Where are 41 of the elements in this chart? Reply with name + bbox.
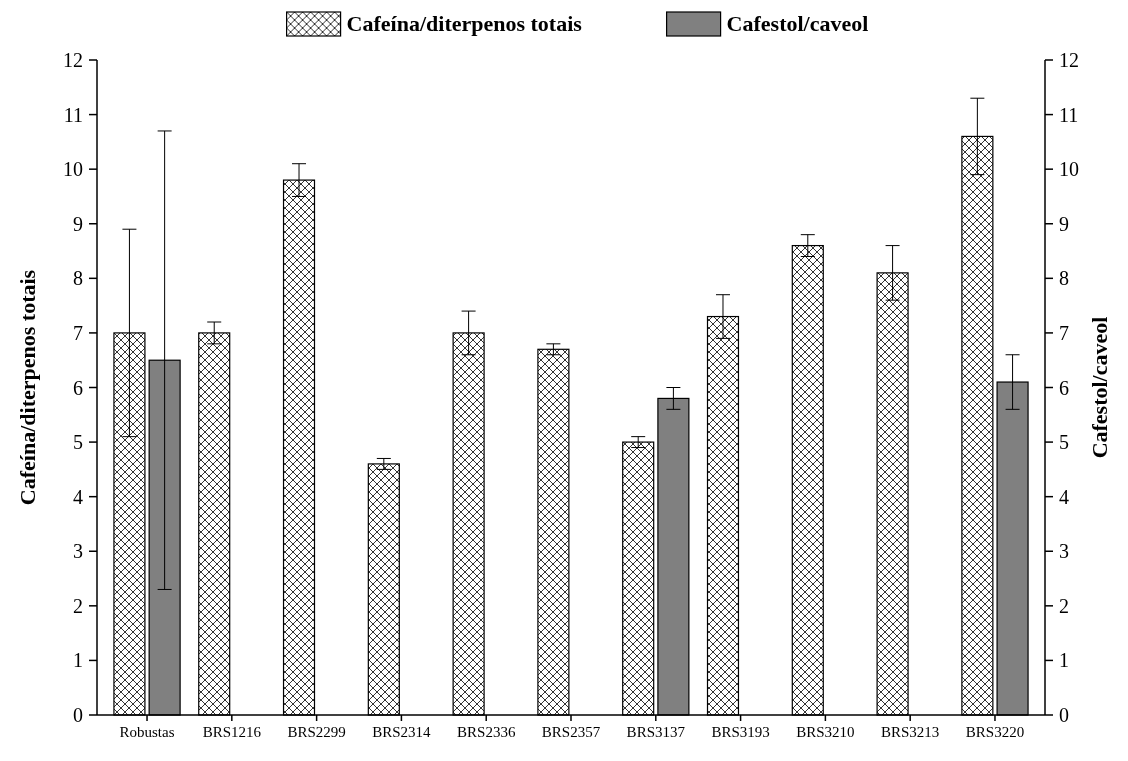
x-tick-label: BRS3213 [881,724,940,740]
y2-tick-label: 11 [1059,103,1079,126]
x-tick-label: BRS3137 [626,724,686,740]
x-tick-label: BRS3210 [796,724,855,740]
x-tick-label: BRS2314 [372,724,432,740]
y2-tick-label: 8 [1059,267,1069,290]
y-tick-label: 11 [63,103,83,126]
y2-tick-label: 2 [1059,594,1069,617]
y2-tick-label: 1 [1059,649,1069,672]
y2-tick-label: 7 [1059,321,1069,344]
y-tick-label: 8 [73,267,83,290]
y2-tick-label: 9 [1059,212,1069,235]
y-tick-label: 1 [73,649,83,672]
x-tick-label: BRS2357 [541,724,601,740]
y2-tick-label: 3 [1059,540,1069,563]
y-tick-label: 10 [63,158,83,181]
x-tick-label: BRS2336 [457,724,516,740]
y2-tick-label: 10 [1059,158,1079,181]
y2-tick-label: 6 [1059,376,1069,399]
x-tick-label: BRS1216 [202,724,262,740]
y2-tick-label: 0 [1059,704,1069,726]
y-tick-label: 9 [73,212,83,235]
y2-axis-title: Cafestol/caveol [1087,316,1112,459]
y-tick-label: 0 [73,704,83,726]
x-tick-label: BRS2299 [287,724,346,740]
x-tick-label: BRS3220 [965,724,1025,740]
x-tick-label: BRS3193 [711,724,770,740]
y-tick-label: 2 [73,594,83,617]
legend-label: Cafestol/caveol [726,11,869,36]
y2-tick-label: 4 [1059,485,1069,508]
y-tick-label: 7 [73,321,83,344]
legend-label: Cafeína/diterpenos totais [346,11,583,36]
y-axis-title: Cafeína/diterpenos totais [15,269,40,506]
y-tick-label: 4 [73,485,83,508]
x-tick-label: Robustas [119,724,175,740]
y-tick-label: 3 [73,540,83,563]
y2-tick-label: 12 [1059,49,1079,71]
y2-tick-label: 5 [1059,431,1069,454]
y-tick-label: 5 [73,431,83,454]
y-tick-label: 12 [63,49,83,71]
y-tick-label: 6 [73,376,83,399]
